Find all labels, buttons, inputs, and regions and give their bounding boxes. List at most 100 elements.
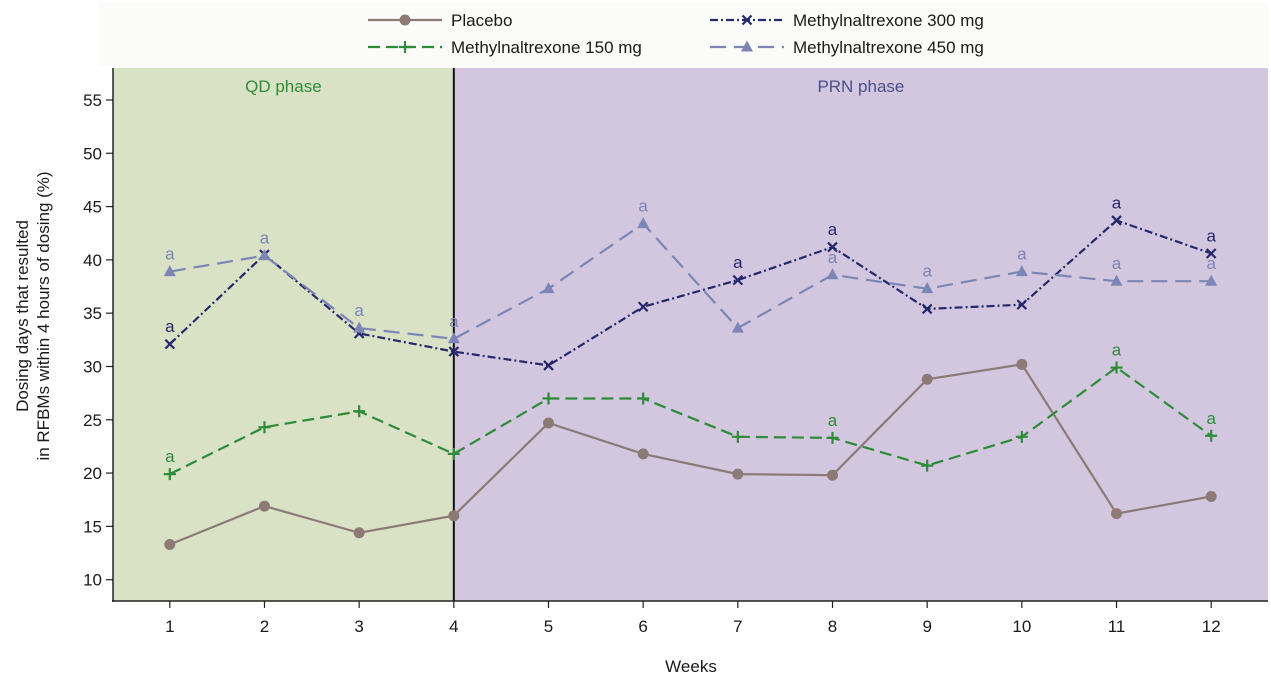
y-tick-label: 55 xyxy=(83,91,102,110)
data-point xyxy=(258,421,271,434)
legend-label: Methylnaltrexone 450 mg xyxy=(793,38,984,57)
data-point xyxy=(258,249,271,261)
data-point xyxy=(353,405,366,418)
phase-label-2: PRN phase xyxy=(817,77,904,96)
data-point xyxy=(731,321,744,333)
legend-background xyxy=(98,3,1268,66)
y-tick-label: 45 xyxy=(83,198,102,217)
data-point xyxy=(1205,248,1217,259)
series-2: a a a a xyxy=(163,341,1218,481)
legend-item-3: Methylnaltrexone 300 mg xyxy=(710,11,984,30)
data-point xyxy=(448,346,460,357)
data-point xyxy=(1205,274,1218,286)
data-point xyxy=(1110,274,1123,286)
data-point xyxy=(542,417,554,429)
significance-label: a xyxy=(922,262,932,281)
data-point xyxy=(921,373,933,385)
x-tick-label: 5 xyxy=(544,617,553,636)
data-point xyxy=(741,40,753,52)
y-axis-title-line-1: Dosing days that resulted xyxy=(13,220,32,412)
data-point xyxy=(921,303,933,315)
data-point xyxy=(1110,361,1123,374)
data-point xyxy=(826,431,839,444)
data-point xyxy=(731,430,744,443)
legend-label: Placebo xyxy=(451,11,512,30)
series-line xyxy=(169,366,1212,476)
phase-regions: QD phase PRN phase xyxy=(113,68,1268,601)
data-point xyxy=(1016,358,1028,370)
x-tick-label: 7 xyxy=(733,617,742,636)
significance-label: a xyxy=(165,245,175,264)
x-tick-label: 12 xyxy=(1202,617,1221,636)
significance-label: a xyxy=(165,447,175,466)
data-point xyxy=(732,468,744,480)
legend: Placebo Methylnaltrexone 150 mg Methylnalt… xyxy=(368,11,984,57)
data-point xyxy=(448,510,460,522)
data-point xyxy=(447,332,460,344)
significance-label: a xyxy=(1112,254,1122,273)
significance-label: a xyxy=(1112,341,1122,360)
x-tick-label: 6 xyxy=(638,617,647,636)
data-point xyxy=(542,282,555,294)
x-tick-label: 3 xyxy=(354,617,363,636)
data-point xyxy=(827,469,839,481)
data-point xyxy=(163,265,176,277)
legend-item-2: Methylnaltrexone 150 mg xyxy=(368,38,642,57)
legend-item-4: Methylnaltrexone 450 mg xyxy=(710,38,984,57)
data-point xyxy=(164,539,176,551)
y-tick-label: 10 xyxy=(83,571,102,590)
data-point xyxy=(1205,429,1218,442)
phase-region-2 xyxy=(453,68,1268,601)
data-point xyxy=(1015,430,1028,443)
significance-label: a xyxy=(1206,409,1216,428)
data-point xyxy=(637,448,649,460)
data-point xyxy=(827,241,838,253)
significance-label: a xyxy=(354,301,364,320)
data-point xyxy=(637,301,649,313)
data-point xyxy=(399,41,411,53)
x-axis-title: Weeks xyxy=(665,657,717,676)
data-point xyxy=(741,14,753,26)
y-tick-label: 50 xyxy=(83,144,102,163)
data-point xyxy=(732,274,744,286)
x-tick-label: 1 xyxy=(165,617,174,636)
series-line xyxy=(169,222,1212,340)
x-tick-label: 11 xyxy=(1108,617,1126,636)
y-tick-label: 15 xyxy=(83,517,102,536)
data-point xyxy=(1111,215,1122,226)
significance-label: a xyxy=(1206,226,1216,245)
data-point xyxy=(1016,299,1028,310)
legend-label: Methylnaltrexone 150 mg xyxy=(451,38,642,57)
data-point xyxy=(637,217,650,229)
data-point xyxy=(921,282,934,294)
data-point xyxy=(399,14,411,26)
data-point xyxy=(353,321,366,333)
y-axis-title-line-2: in RFBMs within 4 hours of dosing (%) xyxy=(34,171,53,460)
significance-label: a xyxy=(1017,245,1027,264)
data-point xyxy=(258,500,270,512)
significance-label: a xyxy=(828,248,838,267)
data-point xyxy=(1015,265,1028,277)
legend-label: Methylnaltrexone 300 mg xyxy=(793,11,984,30)
significance-label: a xyxy=(828,411,838,430)
x-tick-label: 2 xyxy=(260,617,269,636)
data-point xyxy=(542,392,555,405)
series-1 xyxy=(164,358,1217,551)
phase-label-1: QD phase xyxy=(245,77,322,96)
data-point xyxy=(1111,508,1123,520)
data-point xyxy=(447,447,460,460)
significance-label: a xyxy=(638,197,648,216)
data-point xyxy=(1205,491,1217,503)
x-tick-label: 8 xyxy=(828,617,837,636)
y-tick-label: 40 xyxy=(83,251,102,270)
x-tick-label: 4 xyxy=(449,617,458,636)
data-point xyxy=(921,459,934,472)
significance-label: a xyxy=(1206,254,1216,273)
x-tick-label: 10 xyxy=(1012,617,1031,636)
y-tick-label: 20 xyxy=(83,464,102,483)
significance-label: a xyxy=(165,317,175,336)
